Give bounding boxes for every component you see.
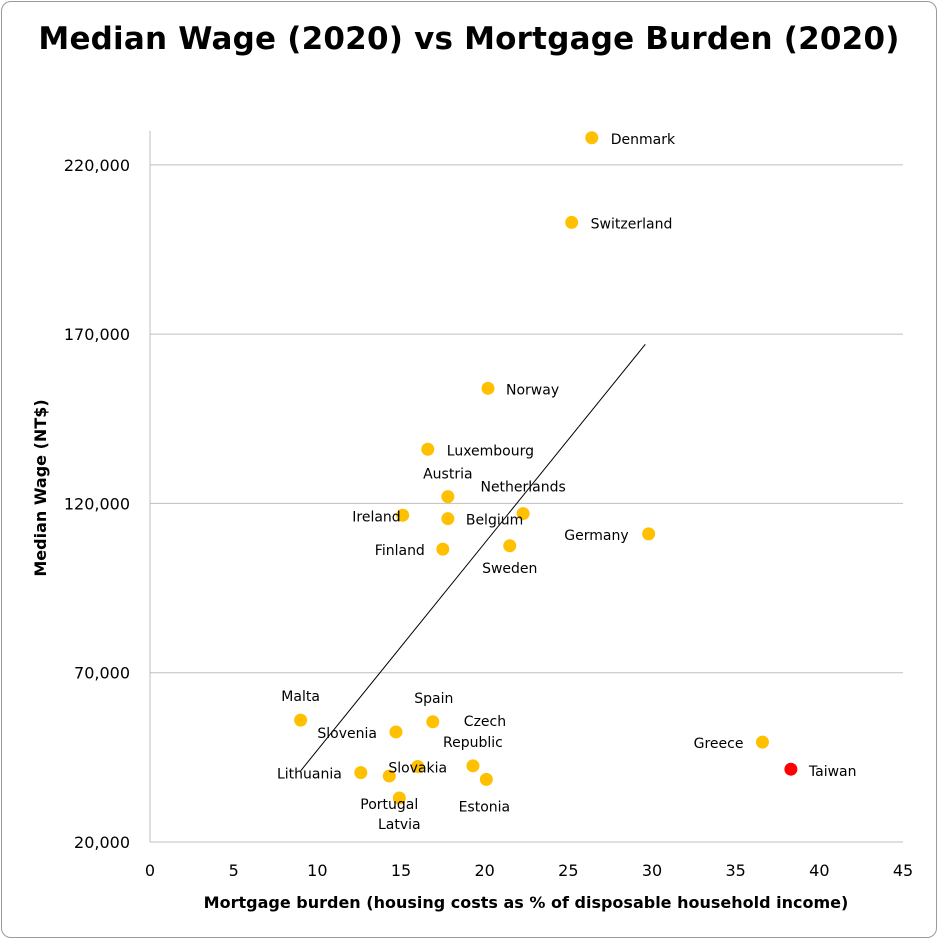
point-label-greece: Greece — [694, 736, 744, 752]
point-luxembourg — [421, 442, 435, 456]
point-taiwan — [784, 762, 798, 776]
point-spain — [426, 715, 440, 729]
data-points — [294, 131, 798, 805]
point-austria — [441, 490, 455, 504]
x-tick-label: 15 — [391, 861, 411, 880]
point-netherlands — [516, 507, 530, 521]
point-label-slovakia: Slovakia — [388, 760, 447, 776]
point-label-denmark: Denmark — [611, 132, 676, 148]
x-tick-label: 35 — [725, 861, 745, 880]
x-tick-label: 30 — [642, 861, 662, 880]
chart-title: Median Wage (2020) vs Mortgage Burden (2… — [38, 21, 900, 57]
point-belgium — [441, 512, 455, 526]
y-tick-label: 70,000 — [74, 664, 130, 683]
point-label-taiwan: Taiwan — [808, 764, 857, 780]
point-norway — [481, 381, 495, 395]
x-tick-label: 45 — [893, 861, 913, 880]
point-label-spain: Spain — [414, 691, 453, 707]
point-label-belgium: Belgium — [466, 513, 523, 529]
x-tick-label: 20 — [474, 861, 494, 880]
point-finland — [436, 542, 450, 556]
x-tick-label: 5 — [229, 861, 239, 880]
y-tick-label: 20,000 — [74, 833, 130, 852]
point-germany — [642, 527, 656, 541]
point-label-austria: Austria — [423, 467, 472, 483]
point-greece — [755, 735, 769, 749]
point-label-norway: Norway — [506, 382, 559, 398]
point-label-ireland: Ireland — [352, 509, 400, 525]
point-label-netherlands: Netherlands — [480, 480, 565, 496]
point-ireland — [396, 508, 410, 522]
x-tick-label: 40 — [809, 861, 829, 880]
point-slovenia — [389, 725, 403, 739]
x-axis-title: Mortgage burden (housing costs as % of d… — [204, 893, 849, 912]
point-estonia — [479, 772, 493, 786]
point-slovakia — [411, 759, 425, 773]
point-label-finland: Finland — [375, 543, 425, 559]
point-switzerland — [565, 215, 579, 229]
point-denmark — [585, 131, 599, 145]
y-tick-label: 220,000 — [64, 156, 130, 175]
x-tick-label: 0 — [145, 861, 155, 880]
point-labels: Denmark Switzerland Norway Luxembourg Austri… — [277, 132, 857, 833]
x-tick-labels: 0 5 10 15 20 25 30 35 40 45 — [145, 861, 913, 880]
x-tick-label: 25 — [558, 861, 578, 880]
y-tick-label: 120,000 — [64, 494, 130, 513]
point-label-switzerland: Switzerland — [591, 216, 673, 232]
point-label-germany: Germany — [564, 528, 628, 544]
point-sweden — [503, 539, 517, 553]
point-latvia — [392, 791, 406, 805]
x-tick-label: 10 — [307, 861, 327, 880]
point-label-latvia: Latvia — [378, 817, 421, 833]
point-label-portugal: Portugal — [360, 797, 418, 813]
point-label-malta: Malta — [281, 689, 320, 705]
point-label-lithuania: Lithuania — [277, 767, 342, 783]
trendline — [300, 343, 646, 772]
trendline-layer — [300, 343, 646, 772]
point-label-slovenia: Slovenia — [317, 726, 377, 742]
grid-lines — [149, 131, 903, 843]
point-lithuania — [354, 766, 368, 780]
point-label-sweden: Sweden — [482, 561, 537, 577]
point-portugal — [382, 769, 396, 783]
y-tick-labels: 20,000 70,000 120,000 170,000 220,000 — [64, 156, 130, 852]
point-malta — [294, 713, 308, 727]
point-label-czech-republic: Czech Republic — [443, 714, 506, 751]
y-axis-title: Median Wage (NT$) — [31, 399, 50, 576]
point-label-estonia: Estonia — [459, 799, 511, 815]
point-label-luxembourg: Luxembourg — [447, 443, 534, 459]
y-tick-label: 170,000 — [64, 325, 130, 344]
point-czech-republic — [466, 759, 480, 773]
